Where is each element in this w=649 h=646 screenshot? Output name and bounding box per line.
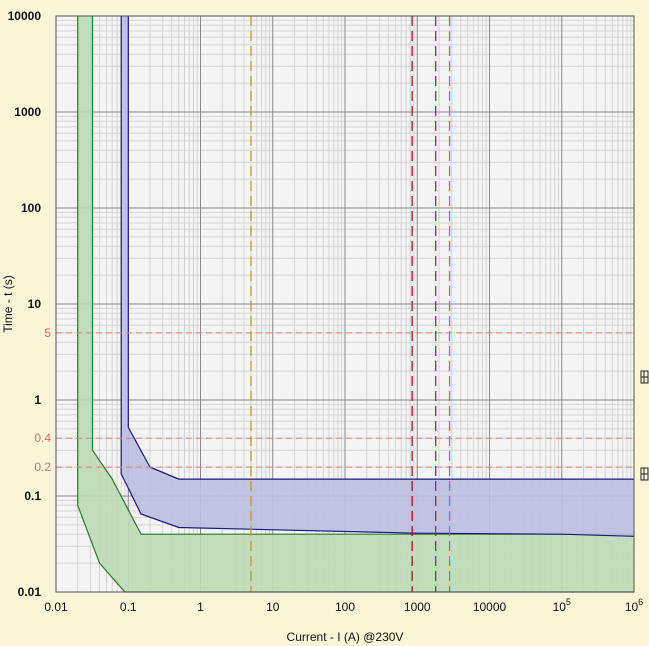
handle-icon-lower[interactable] bbox=[640, 467, 649, 481]
x-tick-label: 105 bbox=[553, 597, 571, 614]
x-tick-label: 106 bbox=[625, 597, 643, 614]
reference-time-label: 0.4 bbox=[34, 431, 51, 445]
y-tick-label: 0.1 bbox=[24, 489, 41, 503]
reference-lines bbox=[55, 15, 635, 593]
reference-time-label: 5 bbox=[44, 326, 51, 340]
blue-band-area bbox=[121, 16, 634, 537]
y-axis-title: Time - t (s) bbox=[1, 275, 15, 333]
y-tick-label: 10000 bbox=[8, 9, 42, 23]
y-tick-label: 1000 bbox=[14, 105, 41, 119]
y-tick-label: 0.01 bbox=[18, 585, 42, 599]
blue-band-lower-curve bbox=[120, 16, 635, 537]
x-tick-label: 10000 bbox=[473, 600, 507, 614]
x-tick-label: 0.01 bbox=[44, 600, 68, 614]
x-tick-label: 1000 bbox=[404, 600, 431, 614]
green-band-upper-curve bbox=[91, 16, 634, 535]
x-tick-label: 0.1 bbox=[120, 600, 137, 614]
y-tick-label: 100 bbox=[21, 201, 41, 215]
x-tick-label: 10 bbox=[266, 600, 280, 614]
x-tick-label: 100 bbox=[335, 600, 355, 614]
x-tick-label: 1 bbox=[197, 600, 204, 614]
y-tick-label: 1 bbox=[34, 393, 41, 407]
tick-labels: 0.01 0.1 1 10 100 1000 10000 105 106100001000100… bbox=[8, 9, 644, 614]
y-tick-label: 10 bbox=[28, 297, 42, 311]
reference-time-label: 0.2 bbox=[34, 460, 51, 474]
plot-frame bbox=[55, 15, 635, 593]
x-axis-title: Current - I (A) @230V bbox=[287, 630, 404, 644]
handle-icon-upper[interactable] bbox=[640, 370, 649, 384]
